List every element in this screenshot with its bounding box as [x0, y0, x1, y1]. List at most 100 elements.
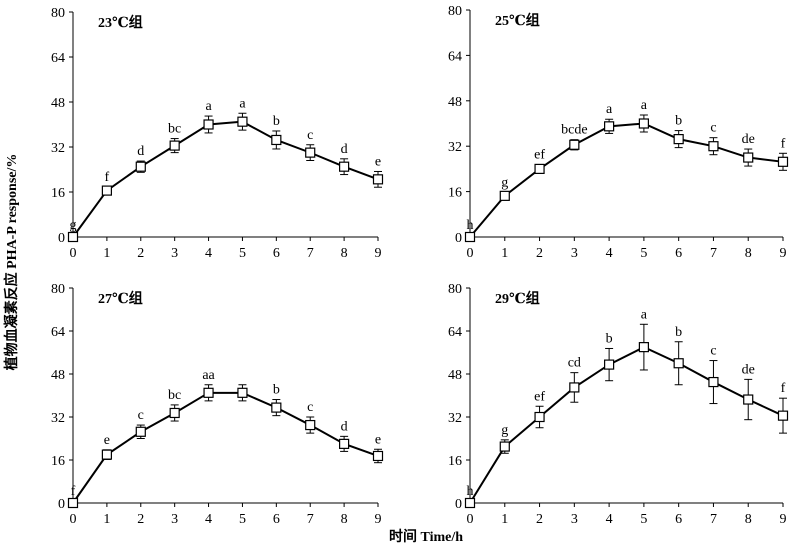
y-tick-label: 48 [51, 96, 65, 111]
x-tick-label: 0 [467, 246, 474, 261]
significance-label: h [467, 218, 474, 233]
significance-label: bc [168, 122, 181, 137]
x-tick-label: 1 [501, 246, 508, 261]
data-point [604, 121, 615, 132]
y-tick-label: 80 [51, 6, 65, 21]
x-tick-label: 6 [675, 246, 682, 261]
x-tick-label: 1 [103, 246, 110, 261]
data-point [534, 411, 545, 423]
y-tick-label: 80 [448, 4, 462, 19]
x-tick-label: 6 [675, 512, 682, 527]
x-tick-label: 4 [205, 512, 212, 527]
data-point [135, 426, 146, 437]
y-tick-label: 0 [455, 497, 462, 512]
data-point [777, 410, 789, 421]
data-point [569, 139, 580, 150]
data-point [708, 141, 719, 152]
series-line [72, 120, 379, 238]
significance-label: f [105, 170, 110, 185]
x-tick-label: 0 [70, 246, 77, 261]
x-tick-label: 7 [307, 512, 314, 527]
significance-label: c [138, 408, 144, 423]
series-line [72, 391, 379, 504]
x-tick-label: 1 [103, 512, 110, 527]
data-point [464, 497, 476, 509]
x-tick-label: 2 [536, 512, 543, 527]
y-tick-label: 16 [448, 454, 462, 469]
significance-label: b [606, 331, 613, 346]
data-point [638, 118, 649, 129]
significance-label: a [239, 96, 246, 111]
data-point [777, 156, 789, 167]
x-tick-label: 8 [341, 246, 348, 261]
data-point [203, 387, 214, 398]
significance-label: de [742, 362, 755, 377]
x-tick-label: 3 [571, 246, 578, 261]
x-tick-label: 5 [239, 246, 246, 261]
y-tick-label: 0 [58, 497, 65, 512]
y-axis-label: 植物血凝素反应 PHA-P response/% [3, 154, 20, 372]
panel-title: 23℃组 [98, 14, 143, 31]
y-tick-label: 64 [448, 49, 462, 64]
data-point [464, 231, 476, 243]
x-tick-label: 7 [710, 246, 717, 261]
significance-label: b [675, 325, 682, 340]
x-tick-label: 2 [536, 246, 543, 261]
significance-label: d [341, 142, 348, 157]
x-tick-label: 5 [640, 512, 647, 527]
significance-label: c [307, 400, 313, 415]
x-tick-label: 8 [745, 512, 752, 527]
data-point [169, 140, 180, 151]
data-point [339, 161, 350, 172]
y-tick-label: 32 [51, 411, 65, 426]
data-point [638, 342, 649, 353]
x-tick-label: 0 [467, 512, 474, 527]
significance-label: f [71, 484, 76, 499]
data-point [499, 441, 510, 452]
data-point [135, 161, 146, 172]
data-point [604, 359, 615, 370]
y-tick-label: 32 [448, 140, 462, 155]
significance-label: h [467, 484, 474, 499]
x-tick-label: 5 [239, 512, 246, 527]
x-tick-label: 2 [137, 512, 144, 527]
significance-label: a [606, 102, 613, 117]
significance-label: d [341, 419, 348, 434]
significance-label: f [781, 381, 786, 396]
significance-label: ef [534, 148, 545, 163]
significance-label: g [70, 218, 77, 233]
data-point [372, 450, 384, 462]
panel-title: 29℃组 [495, 290, 540, 307]
significance-label: a [641, 307, 648, 322]
x-tick-label: 3 [171, 246, 178, 261]
x-tick-label: 8 [745, 246, 752, 261]
data-point [169, 407, 180, 419]
x-tick-label: 6 [273, 246, 280, 261]
panel-title: 25℃组 [495, 12, 540, 29]
x-tick-label: 3 [571, 512, 578, 527]
x-tick-label: 4 [606, 246, 613, 261]
y-tick-label: 80 [51, 282, 65, 297]
data-point [569, 382, 580, 393]
significance-label: bc [168, 388, 181, 403]
x-tick-label: 9 [375, 246, 382, 261]
significance-label: b [675, 114, 682, 129]
x-tick-label: 9 [375, 512, 382, 527]
significance-label: g [501, 175, 508, 190]
x-tick-label: 2 [137, 246, 144, 261]
y-tick-label: 32 [448, 411, 462, 426]
x-tick-label: 3 [171, 512, 178, 527]
panel-title: 27℃组 [98, 290, 143, 307]
y-tick-label: 0 [58, 231, 65, 246]
significance-label: d [137, 144, 144, 159]
y-tick-label: 0 [455, 231, 462, 246]
x-tick-label: 6 [273, 512, 280, 527]
x-tick-label: 8 [341, 512, 348, 527]
x-tick-label: 4 [205, 246, 212, 261]
significance-label: a [205, 99, 212, 114]
data-point [743, 152, 754, 163]
